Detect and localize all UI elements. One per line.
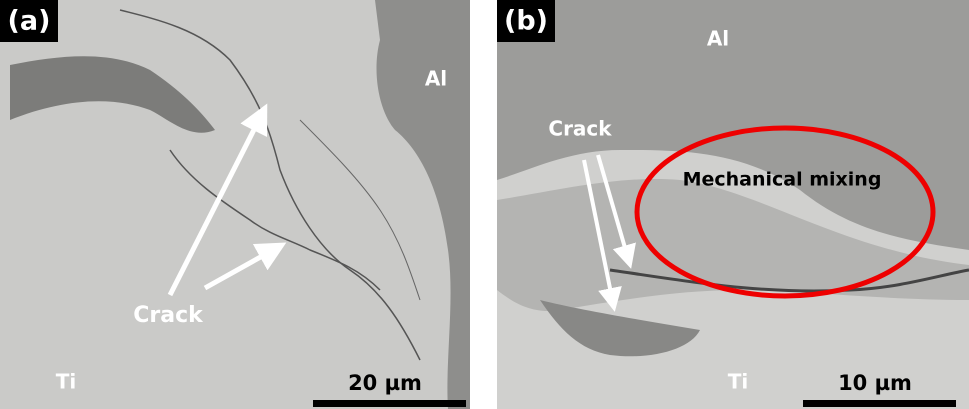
scale-bar-label: 10 µm: [838, 371, 912, 395]
annotation: Crack: [133, 303, 204, 328]
region-label: Ti: [56, 370, 77, 394]
scale-bar-label: 20 µm: [348, 371, 422, 395]
region-label: Al: [707, 27, 729, 51]
figure: (a) Al Crack Ti 20 µm (b) Al Crack Mecha…: [0, 0, 969, 409]
panel-a: (a) Al Crack Ti 20 µm: [0, 0, 470, 409]
panel-label: (b): [504, 6, 548, 37]
annotation: Mechanical mixing: [683, 169, 882, 191]
panel-b: (b) Al Crack Mechanical mixing Ti 10 µm: [497, 0, 969, 409]
region-label: Ti: [728, 370, 749, 394]
scale-bar: [313, 400, 466, 407]
panel-label: (a): [8, 6, 51, 37]
region-label: Al: [425, 67, 447, 91]
annotation: Crack: [548, 117, 612, 141]
scale-bar: [803, 400, 956, 407]
